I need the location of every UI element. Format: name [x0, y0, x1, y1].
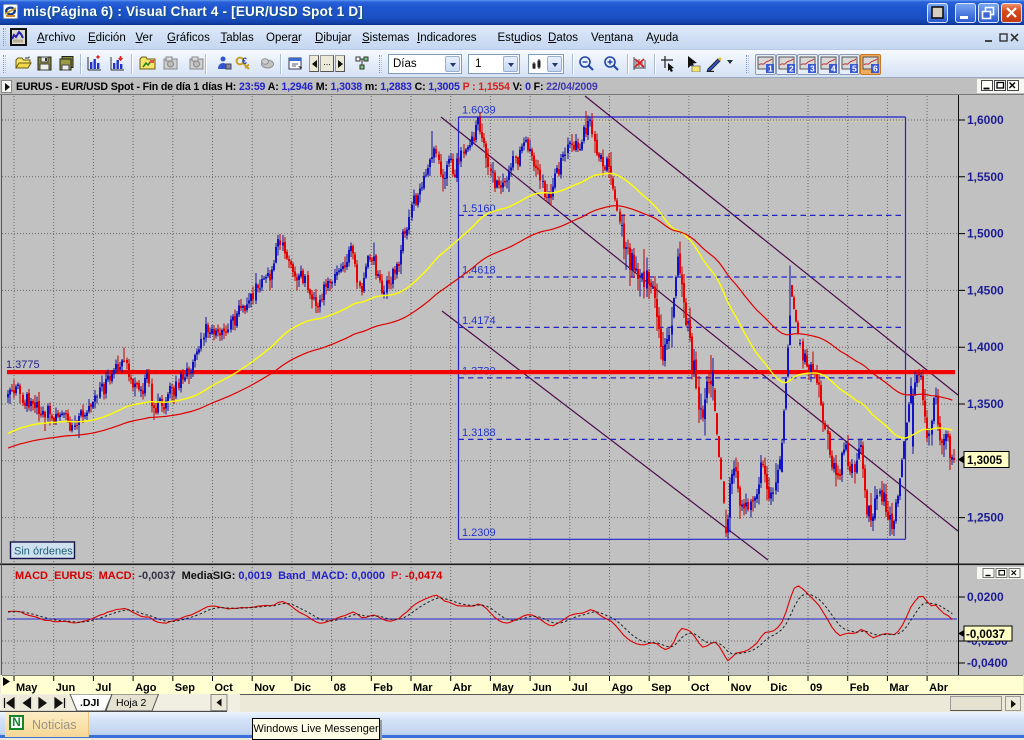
svg-text:1: 1 — [768, 63, 773, 73]
svg-text:1,5500: 1,5500 — [967, 170, 1004, 184]
svg-text:6: 6 — [873, 63, 878, 73]
svg-text:Dic: Dic — [770, 682, 787, 694]
svg-text:.DJI: .DJI — [80, 697, 99, 709]
svg-text:Nov: Nov — [254, 682, 276, 694]
svg-text:Oct: Oct — [691, 682, 710, 694]
svg-text:Sin órdenes: Sin órdenes — [14, 546, 73, 558]
svg-text:2: 2 — [789, 63, 794, 73]
svg-text:1.5160: 1.5160 — [462, 203, 496, 215]
svg-text:1.6039: 1.6039 — [462, 105, 496, 117]
svg-text:1.4174: 1.4174 — [462, 315, 496, 327]
svg-text:Ago: Ago — [612, 682, 634, 694]
svg-text:1.4618: 1.4618 — [462, 265, 496, 277]
svg-text:1.3775: 1.3775 — [6, 359, 40, 371]
svg-text:1,5000: 1,5000 — [967, 227, 1004, 241]
svg-text:€: € — [242, 56, 247, 66]
svg-text:1,4000: 1,4000 — [967, 340, 1004, 354]
svg-text:5: 5 — [852, 63, 857, 73]
svg-text:1,3500: 1,3500 — [967, 397, 1004, 411]
svg-text:Abr: Abr — [453, 682, 473, 694]
svg-text:1,4500: 1,4500 — [967, 283, 1004, 297]
svg-text:1,6000: 1,6000 — [967, 113, 1004, 127]
svg-text:-0,0400: -0,0400 — [967, 656, 1008, 670]
svg-text:Ago: Ago — [135, 682, 157, 694]
svg-text:Sep: Sep — [175, 682, 195, 694]
svg-text:Oct: Oct — [215, 682, 234, 694]
svg-text:Feb: Feb — [373, 682, 393, 694]
svg-text:Mar: Mar — [889, 682, 909, 694]
svg-text:-0,0037: -0,0037 — [966, 629, 1005, 641]
svg-text:Hoja 2: Hoja 2 — [116, 697, 147, 709]
svg-text:Jun: Jun — [56, 682, 76, 694]
svg-text:May: May — [16, 682, 38, 694]
svg-text:0,0200: 0,0200 — [967, 590, 1004, 604]
svg-text:Feb: Feb — [850, 682, 870, 694]
svg-text:Jul: Jul — [572, 682, 588, 694]
svg-text:09: 09 — [810, 682, 822, 694]
svg-text:1,3005: 1,3005 — [967, 455, 1003, 467]
svg-text:1.3188: 1.3188 — [462, 427, 496, 439]
svg-text:4: 4 — [831, 63, 836, 73]
svg-text:Abr: Abr — [929, 682, 949, 694]
svg-text:1,2500: 1,2500 — [967, 511, 1004, 525]
svg-text:Jun: Jun — [532, 682, 552, 694]
svg-text:Nov: Nov — [731, 682, 753, 694]
svg-text:1.2309: 1.2309 — [462, 527, 496, 539]
svg-text:Dic: Dic — [294, 682, 311, 694]
svg-text:May: May — [492, 682, 514, 694]
svg-text:3: 3 — [810, 63, 815, 73]
svg-text:Mar: Mar — [413, 682, 433, 694]
svg-text:Jul: Jul — [95, 682, 111, 694]
svg-text:08: 08 — [334, 682, 346, 694]
svg-text:Sep: Sep — [651, 682, 671, 694]
